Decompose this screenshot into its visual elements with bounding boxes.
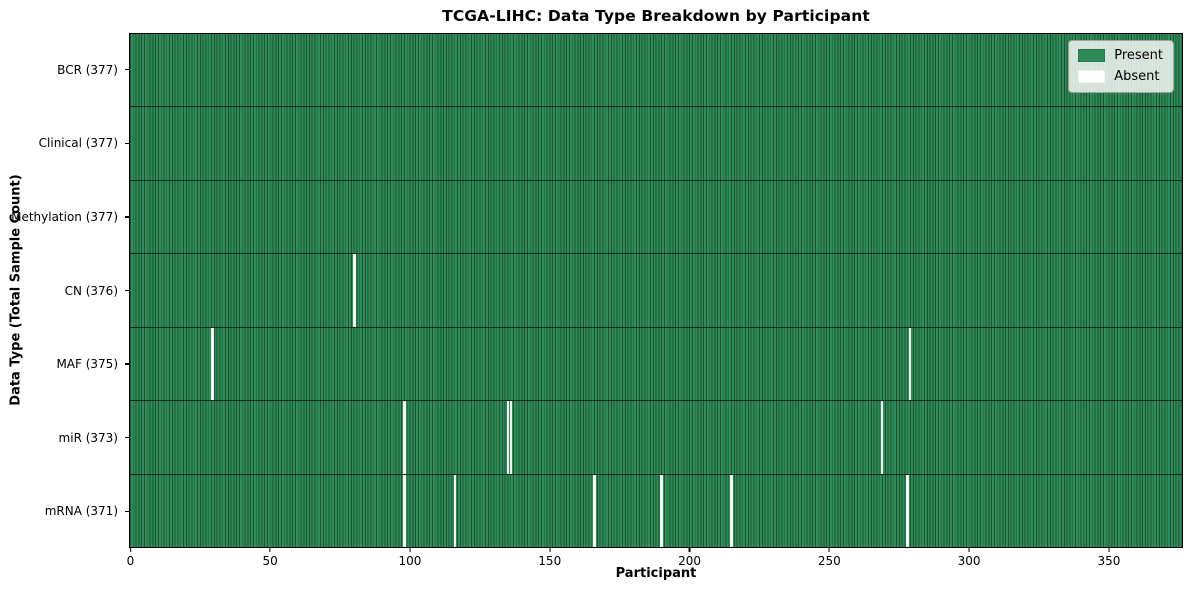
absent-stripe (509, 401, 513, 474)
chart-title: TCGA-LIHC: Data Type Breakdown by Partic… (442, 7, 870, 25)
x-tick-200: 200 (678, 548, 701, 568)
absent-stripe (729, 474, 733, 547)
y-tick-mark (125, 69, 129, 71)
absent-stripe (403, 474, 407, 547)
x-tick-label: 350 (1097, 554, 1121, 568)
y-tick-methylation: Methylation (377) (11, 210, 129, 224)
x-tick-mark (129, 548, 132, 552)
heatmap-row-mrna (130, 474, 1182, 547)
x-tick-150: 150 (538, 548, 561, 568)
absent-stripe (403, 401, 407, 474)
absent-stripe (880, 401, 884, 474)
y-tick-mark (125, 216, 129, 218)
legend-item-present: Present (1078, 48, 1163, 63)
x-tick-mark (1108, 548, 1110, 552)
y-tick-maf: MAF (375) (56, 357, 129, 371)
legend-label: Absent (1114, 69, 1160, 84)
y-tick-mark (125, 142, 129, 144)
heatmap-rows (130, 34, 1182, 547)
absent-stripe (506, 401, 510, 474)
y-tick-mark (125, 363, 129, 365)
x-tick-300: 300 (958, 548, 981, 568)
y-tick-label: BCR (377) (57, 62, 118, 77)
y-tick-label: miR (373) (58, 430, 118, 445)
y-tick-mir: miR (373) (59, 431, 129, 445)
x-tick-label: 0 (126, 554, 135, 568)
x-tick-350: 350 (1097, 548, 1120, 568)
absent-stripe (660, 474, 663, 547)
x-tick-mark (688, 548, 691, 552)
x-tick-label: 200 (678, 554, 701, 568)
y-tick-mark (125, 510, 129, 512)
heatmap-row-maf (130, 327, 1182, 402)
y-tick-mark (125, 436, 129, 439)
x-tick-50: 50 (263, 548, 278, 568)
heatmap-row-mir (130, 401, 1182, 475)
heatmap-row-cn (130, 254, 1182, 328)
x-tick-label: 300 (957, 554, 981, 568)
y-tick-label: MAF (375) (56, 357, 118, 372)
x-tick-label: 100 (398, 554, 422, 568)
y-axis-ticks: BCR (377) Clinical (377) Methylation (377)… (0, 33, 129, 548)
absent-stripe (453, 474, 457, 547)
x-tick-250: 250 (818, 548, 841, 568)
absent-stripe (905, 474, 909, 547)
absent-stripe (593, 474, 596, 547)
x-tick-label: 250 (817, 554, 841, 568)
legend: Present Absent (1068, 40, 1174, 93)
plot-area: Present Absent (129, 33, 1183, 548)
legend-item-absent: Absent (1078, 69, 1163, 84)
x-axis-ticks: 0 50 100 150 200 250 300 350 (126, 548, 1183, 570)
legend-label: Present (1114, 48, 1163, 63)
absent-stripe (353, 254, 357, 327)
x-tick-label: 50 (262, 554, 278, 568)
y-tick-label: Methylation (377) (11, 209, 118, 224)
x-tick-mark (409, 548, 411, 552)
x-tick-mark (968, 548, 970, 552)
y-tick-cn: CN (376) (65, 284, 129, 298)
x-tick-mark (828, 548, 830, 552)
x-tick-0: 0 (126, 548, 135, 568)
heatmap-row-clinical (130, 107, 1182, 181)
x-tick-mark (549, 548, 551, 552)
y-tick-label: mRNA (371) (44, 504, 118, 519)
x-tick-mark (269, 548, 271, 552)
x-axis-label: Participant (615, 566, 697, 581)
y-tick-label: CN (376) (64, 283, 118, 298)
legend-swatch-absent (1078, 70, 1106, 83)
x-tick-100: 100 (398, 548, 422, 568)
y-tick-mrna: mRNA (371) (45, 504, 129, 518)
y-tick-label: Clinical (377) (38, 136, 118, 151)
x-tick-label: 150 (538, 554, 562, 568)
legend-swatch-present (1078, 49, 1106, 62)
heatmap-row-methylation (130, 180, 1182, 255)
y-tick-clinical: Clinical (377) (39, 136, 129, 150)
absent-stripe (210, 327, 214, 401)
heatmap-row-bcr (130, 34, 1182, 108)
y-tick-bcr: BCR (377) (57, 63, 129, 77)
absent-stripe (908, 327, 912, 401)
y-tick-mark (125, 289, 129, 292)
